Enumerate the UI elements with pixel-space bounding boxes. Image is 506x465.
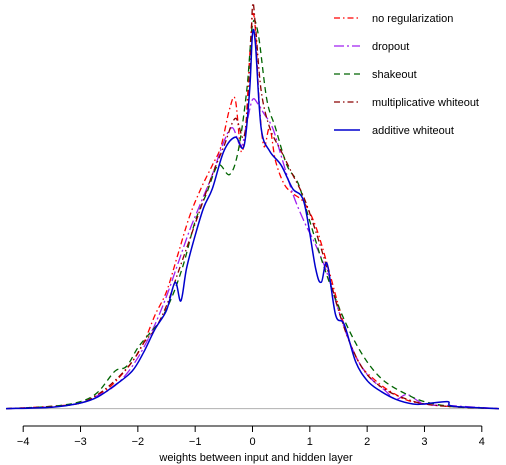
x-tick-label: −3: [74, 436, 87, 448]
x-tick-label: 3: [421, 436, 427, 448]
x-tick-label: 2: [364, 436, 370, 448]
series-layer: [5, 2, 500, 410]
series-line-additive-whiteout: [5, 28, 500, 410]
legend-label-no-regularization: no regularization: [372, 13, 453, 25]
x-tick-label: −2: [132, 436, 145, 448]
x-tick-label: 4: [479, 436, 485, 448]
x-tick-label: −4: [17, 436, 30, 448]
series-line-dropout: [5, 98, 500, 410]
x-axis-label: weights between input and hidden layer: [158, 452, 353, 464]
series-line-shakeout: [5, 19, 500, 410]
legend-label-dropout: dropout: [372, 41, 409, 53]
legend-label-multiplicative-whiteout: multiplicative whiteout: [372, 97, 479, 109]
x-axis: −4 −3 −2 −1 0 1 2 3 4: [17, 425, 485, 448]
x-tick-label: −1: [189, 436, 202, 448]
x-tick-label: 0: [249, 436, 255, 448]
series-line-multiplicative-whiteout: [5, 2, 500, 410]
legend-label-additive-whiteout: additive whiteout: [372, 125, 454, 137]
legend: no regularization dropout shakeout multipli…: [334, 13, 479, 137]
legend-label-shakeout: shakeout: [372, 69, 417, 81]
series-line-no-regularization: [5, 12, 500, 410]
x-tick-label: 1: [307, 436, 313, 448]
